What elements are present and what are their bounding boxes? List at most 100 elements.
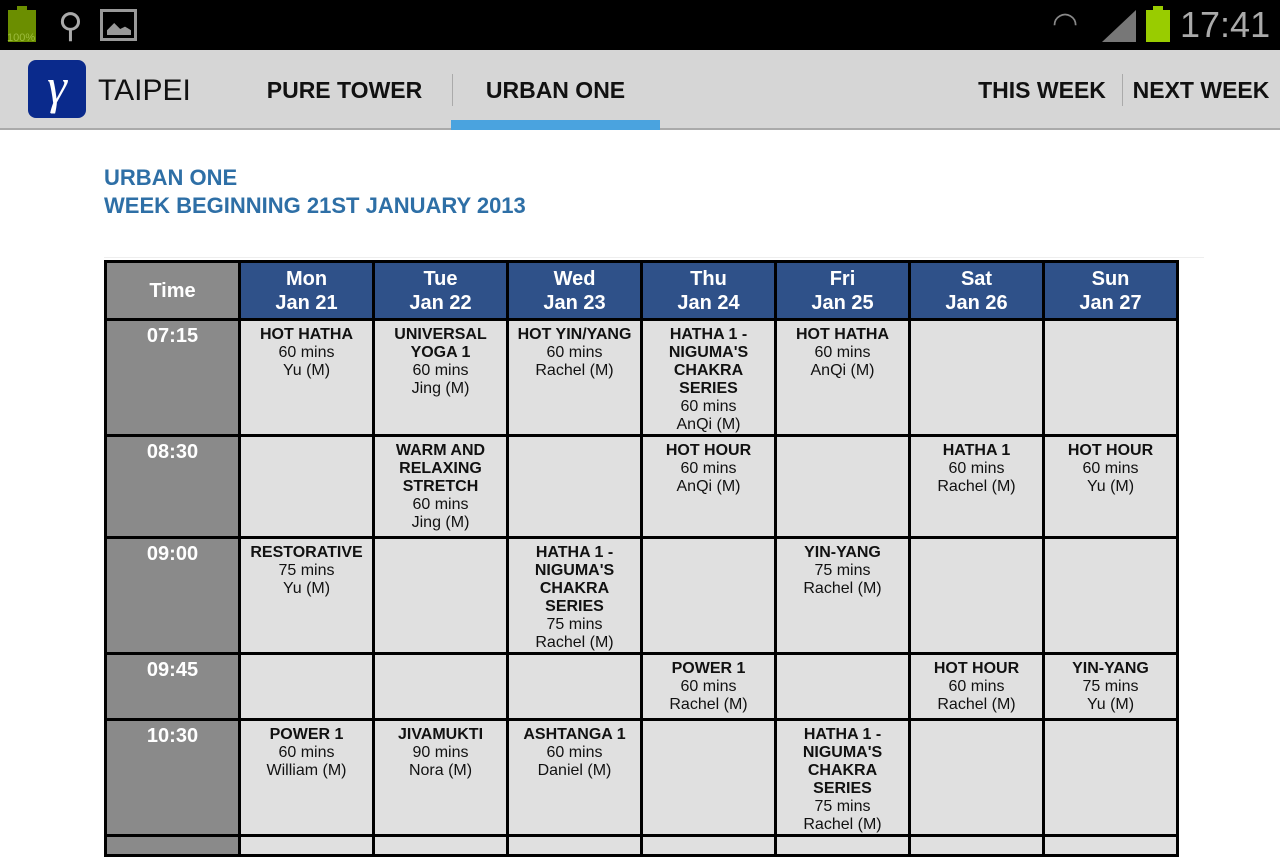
day-date: Jan 27 [1079,291,1142,314]
class-name: RESTORATIVE [250,544,363,561]
class-cell[interactable]: HATHA 1 - NIGUMA'S CHAKRA SERIES 75 mins R… [774,718,911,837]
empty-cell [506,834,643,857]
class-name: HOT HOUR [665,442,752,459]
class-cell[interactable]: HOT HOUR 60 mins Yu (M) [1042,434,1179,539]
class-name: HOT HATHA [795,326,890,343]
class-name: JIVAMUKTI [397,726,484,743]
class-duration: 60 mins [278,344,335,361]
empty-cell [506,652,643,721]
day-header: Sun Jan 27 [1042,260,1179,321]
class-teacher: Rachel (M) [937,696,1016,713]
class-name: HOT HATHA [259,326,354,343]
clock: 17:41 [1180,4,1271,45]
day-date: Jan 22 [409,291,472,314]
divider [452,74,453,106]
class-cell[interactable]: POWER 1 60 mins William (M) [238,718,375,837]
class-name: POWER 1 [269,726,344,743]
class-cell[interactable]: HOT YIN/YANG 60 mins Rachel (M) [506,318,643,437]
class-teacher: Rachel (M) [535,362,614,379]
class-cell[interactable]: UNIVERSAL YOGA 1 60 mins Jing (M) [372,318,509,437]
day-header: Mon Jan 21 [238,260,375,321]
class-teacher: Yu (M) [282,580,331,597]
class-cell[interactable]: YIN-YANG 75 mins Rachel (M) [774,536,911,655]
time-cell [104,834,241,857]
day-date: Jan 25 [811,291,874,314]
class-duration: 75 mins [814,798,871,815]
class-teacher: Jing (M) [411,380,470,397]
tab-pure-tower[interactable]: PURE TOWER [266,77,423,103]
empty-cell [640,834,777,857]
empty-cell [908,834,1045,857]
day-name: Fri [829,267,856,290]
empty-cell [238,834,375,857]
class-teacher: Yu (M) [1086,696,1135,713]
class-teacher: William (M) [266,762,347,779]
class-cell[interactable]: HATHA 1 60 mins Rachel (M) [908,434,1045,539]
empty-cell [908,536,1045,655]
class-name: YIN-YANG [804,544,881,561]
class-duration: 60 mins [680,398,737,415]
empty-cell [1042,318,1179,437]
day-date: Jan 24 [677,291,740,314]
class-teacher: Nora (M) [408,762,473,779]
app-logo[interactable]: γ [28,60,86,118]
action-bar: γ TAIPEI PURE TOWER URBAN ONE THIS WEEK … [0,50,1280,130]
class-cell[interactable]: ASHTANGA 1 60 mins Daniel (M) [506,718,643,837]
table-row: 07:15 HOT HATHA 60 mins Yu (M) UNIVERSAL YOG… [104,318,1179,437]
day-header: Thu Jan 24 [640,260,777,321]
app-title: TAIPEI [98,74,191,107]
tab-urban-one[interactable]: URBAN ONE [451,50,660,130]
class-cell[interactable]: HATHA 1 - NIGUMA'S CHAKRA SERIES 75 mins R… [506,536,643,655]
class-cell[interactable]: WARM AND RELAXING STRETCH 60 mins Jing (M) [372,434,509,539]
class-duration: 60 mins [680,460,737,477]
class-cell[interactable]: POWER 1 60 mins Rachel (M) [640,652,777,721]
empty-cell [1042,834,1179,857]
day-name: Mon [285,267,328,290]
table-row: 09:45 POWER 1 60 mins Rachel (M) HOT HOUR 60 … [104,652,1179,721]
class-name: WARM AND RELAXING STRETCH [395,442,486,495]
empty-cell [640,718,777,837]
class-cell[interactable]: HOT HATHA 60 mins AnQi (M) [774,318,911,437]
empty-cell [372,536,509,655]
time-cell: 08:30 [104,434,241,539]
empty-cell [1042,718,1179,837]
table-row: 10:30 POWER 1 60 mins William (M) JIVAMUKTI 9… [104,718,1179,837]
next-week-button[interactable]: NEXT WEEK [1132,77,1270,103]
class-cell[interactable]: RESTORATIVE 75 mins Yu (M) [238,536,375,655]
class-name: HOT HOUR [933,660,1020,677]
class-cell[interactable]: HOT HATHA 60 mins Yu (M) [238,318,375,437]
class-cell[interactable]: HATHA 1 - NIGUMA'S CHAKRA SERIES 60 mins A… [640,318,777,437]
day-header: Sat Jan 26 [908,260,1045,321]
schedule-table: Time Mon Jan 21 Tue Jan 22 Wed Jan 23 Thu Jan 24… [104,260,1179,857]
empty-cell [640,536,777,655]
usb-icon: ⚲ [58,7,83,45]
image-icon [100,9,137,41]
class-teacher: Rachel (M) [937,478,1016,495]
class-name: HATHA 1 [942,442,1011,459]
class-teacher: Rachel (M) [803,816,882,833]
class-duration: 75 mins [814,562,871,579]
time-cell: 09:45 [104,652,241,721]
class-duration: 60 mins [546,744,603,761]
class-duration: 90 mins [412,744,469,761]
class-cell[interactable]: JIVAMUKTI 90 mins Nora (M) [372,718,509,837]
class-duration: 75 mins [1082,678,1139,695]
this-week-button[interactable]: THIS WEEK [978,77,1106,103]
class-teacher: Rachel (M) [803,580,882,597]
class-teacher: AnQi (M) [676,416,741,433]
divider [104,257,1204,258]
class-teacher: Yu (M) [1086,478,1135,495]
class-duration: 60 mins [412,496,469,513]
class-teacher: Rachel (M) [669,696,748,713]
class-name: HOT HOUR [1067,442,1154,459]
class-teacher: Yu (M) [282,362,331,379]
class-teacher: Daniel (M) [537,762,612,779]
class-name: POWER 1 [671,660,746,677]
class-name: HOT YIN/YANG [517,326,632,343]
time-header: Time [104,260,241,321]
class-cell[interactable]: HOT HOUR 60 mins Rachel (M) [908,652,1045,721]
battery-percent: 100% [7,32,36,44]
day-header: Wed Jan 23 [506,260,643,321]
class-cell[interactable]: YIN-YANG 75 mins Yu (M) [1042,652,1179,721]
class-cell[interactable]: HOT HOUR 60 mins AnQi (M) [640,434,777,539]
